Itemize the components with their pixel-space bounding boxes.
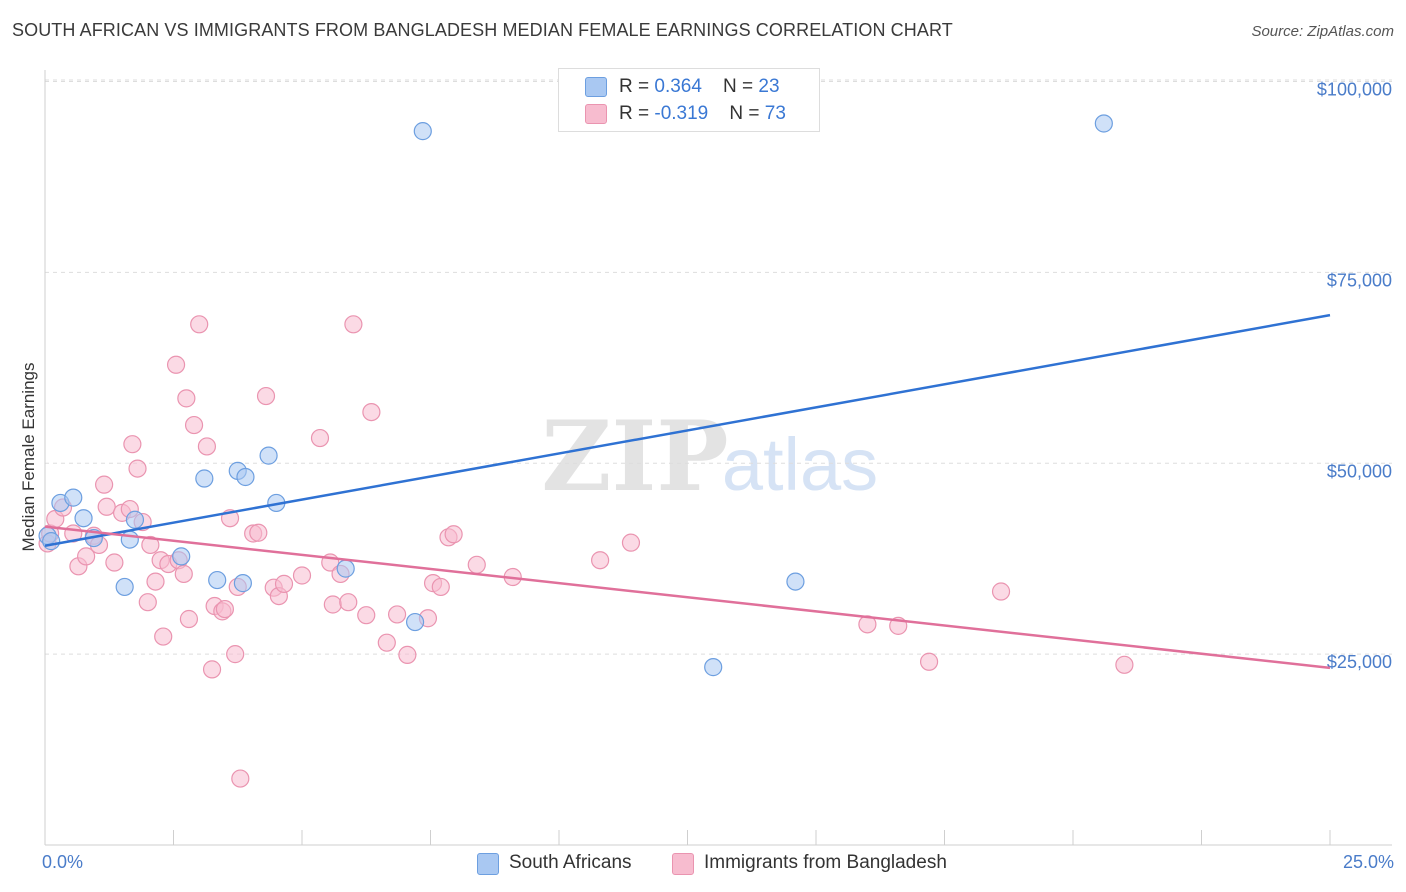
point-bangladesh	[591, 551, 610, 570]
trend-lines	[44, 313, 1331, 670]
point-bangladesh	[184, 415, 204, 435]
correlation-legend: R = 0.364 N = 23 R = -0.319 N = 73	[558, 68, 820, 132]
data-points	[38, 114, 1134, 788]
point-bangladesh	[105, 553, 124, 572]
point-bangladesh	[215, 599, 234, 619]
point-bangladesh	[274, 574, 294, 593]
point-bangladesh	[77, 547, 96, 566]
point-south-africans	[125, 510, 145, 529]
legend-swatch-bangladesh	[672, 853, 694, 875]
point-south-africans	[336, 559, 355, 578]
n-label: N =	[729, 103, 765, 124]
point-bangladesh	[146, 572, 165, 591]
point-south-africans	[405, 612, 425, 632]
axes	[44, 70, 1392, 846]
r-value: 0.364	[654, 76, 702, 97]
watermark-zip: ZIP	[541, 400, 728, 513]
grid	[45, 79, 1392, 655]
series-legend: South Africans Immigrants from Banglades…	[0, 852, 1406, 876]
legend-swatch-bangladesh	[585, 104, 607, 124]
y-tick-labels: $25,000 $50,000 $75,000 $100,000	[1317, 80, 1392, 673]
point-bangladesh	[357, 606, 376, 625]
n-value: 73	[764, 103, 786, 124]
legend-label-south-africans: South Africans	[509, 852, 632, 873]
source-label: Source: ZipAtlas.com	[1251, 23, 1394, 40]
point-bangladesh	[444, 525, 463, 544]
point-south-africans	[786, 572, 805, 591]
point-bangladesh	[197, 437, 217, 456]
point-south-africans	[1094, 114, 1113, 133]
watermark-atlas: atlas	[722, 423, 878, 506]
point-bangladesh	[362, 402, 381, 422]
point-bangladesh	[256, 386, 276, 406]
legend-label-bangladesh: Immigrants from Bangladesh	[704, 852, 947, 873]
y-tick-label: $50,000	[1327, 461, 1392, 481]
legend-stats: R = 0.364 N = 23	[619, 76, 780, 98]
point-bangladesh	[292, 566, 312, 585]
point-bangladesh	[387, 605, 407, 624]
point-bangladesh	[919, 652, 939, 671]
point-bangladesh	[431, 577, 450, 597]
r-label: R =	[619, 76, 655, 97]
point-south-africans	[195, 469, 214, 488]
n-value: 23	[758, 76, 780, 97]
trend-line-bangladesh	[44, 525, 1331, 670]
trend-line-south-africans	[44, 313, 1331, 547]
point-bangladesh	[179, 609, 199, 629]
chart-title: SOUTH AFRICAN VS IMMIGRANTS FROM BANGLAD…	[12, 20, 953, 40]
point-bangladesh	[97, 497, 116, 516]
point-bangladesh	[1115, 655, 1134, 674]
point-south-africans	[704, 658, 723, 677]
point-bangladesh	[310, 428, 330, 448]
legend-swatch-south-africans	[585, 77, 607, 97]
point-south-africans	[236, 467, 255, 487]
point-bangladesh	[128, 459, 147, 478]
point-south-africans	[74, 509, 93, 528]
point-south-africans	[64, 488, 83, 507]
point-bangladesh	[249, 523, 268, 542]
point-south-africans	[42, 532, 61, 551]
point-bangladesh	[190, 315, 209, 334]
point-bangladesh	[991, 582, 1011, 601]
point-south-africans	[115, 577, 134, 597]
point-bangladesh	[154, 627, 173, 646]
point-bangladesh	[323, 595, 342, 614]
point-bangladesh	[344, 315, 363, 334]
x-tick-label-min: 0.0%	[42, 852, 84, 872]
point-south-africans	[413, 122, 432, 141]
point-bangladesh	[339, 593, 358, 612]
legend-stats: R = -0.319 N = 73	[619, 103, 786, 125]
point-bangladesh	[231, 769, 250, 788]
point-bangladesh	[174, 564, 193, 584]
point-bangladesh	[141, 535, 160, 555]
point-bangladesh	[138, 593, 157, 612]
r-label: R =	[619, 103, 655, 124]
y-tick-label: $75,000	[1327, 270, 1392, 290]
x-tick-label-max: 25.0%	[1342, 852, 1394, 872]
point-south-africans	[172, 547, 191, 566]
point-south-africans	[208, 570, 227, 590]
point-bangladesh	[123, 435, 142, 454]
legend-swatch-south-africans	[477, 853, 499, 875]
point-bangladesh	[398, 645, 417, 664]
point-bangladesh	[226, 645, 245, 664]
y-tick-label: $25,000	[1327, 652, 1392, 672]
point-bangladesh	[95, 475, 114, 494]
point-bangladesh	[177, 389, 196, 408]
point-bangladesh	[202, 660, 222, 679]
point-south-africans	[259, 446, 278, 465]
point-south-africans	[120, 530, 139, 549]
n-label: N =	[723, 76, 759, 97]
point-bangladesh	[467, 555, 486, 574]
r-value: -0.319	[654, 103, 709, 124]
point-bangladesh	[621, 533, 641, 552]
y-tick-label: $100,000	[1317, 80, 1392, 100]
point-south-africans	[233, 574, 252, 593]
point-bangladesh	[377, 633, 396, 652]
point-bangladesh	[166, 355, 186, 374]
